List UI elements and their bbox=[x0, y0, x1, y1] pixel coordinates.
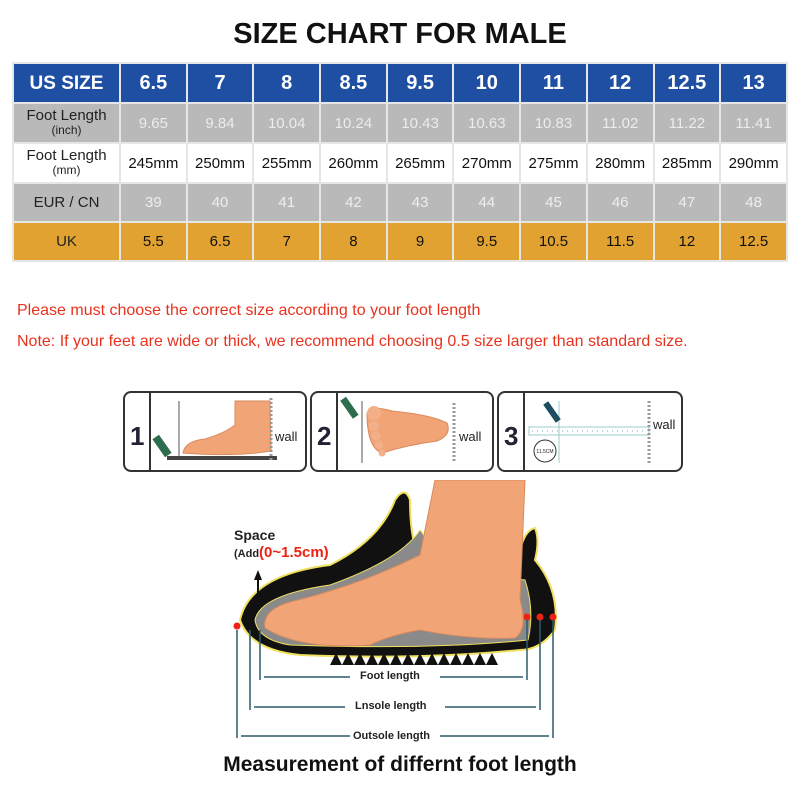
table-cell: 12.5 bbox=[652, 62, 722, 104]
page-title: SIZE CHART FOR MALE bbox=[233, 18, 567, 50]
table-cell: 6.5 bbox=[185, 221, 255, 262]
wide-feet-note: Note: If your feet are wide or thick, we… bbox=[17, 333, 688, 350]
svg-text:1: 1 bbox=[130, 421, 144, 451]
table-cell: 11 bbox=[519, 62, 588, 104]
row-label: Foot Length (inch) bbox=[12, 102, 121, 144]
table-cell: 10.63 bbox=[452, 102, 522, 144]
row-unit: (mm) bbox=[52, 163, 81, 177]
header-row: US SIZE 6.5 7 8 8.5 9.5 10 11 12 12.5 13 bbox=[12, 62, 788, 104]
svg-text:wall: wall bbox=[652, 417, 676, 432]
table-cell: 6.5 bbox=[119, 62, 188, 104]
svg-text:wall: wall bbox=[274, 429, 298, 444]
shoe-measurement-illustration bbox=[233, 480, 557, 738]
row-label: EUR / CN bbox=[12, 182, 121, 223]
table-cell: 10.5 bbox=[519, 221, 588, 262]
table-cell: 5.5 bbox=[119, 221, 188, 262]
space-range: (0~1.5cm) bbox=[259, 544, 329, 561]
row-label: Foot Length (mm) bbox=[12, 142, 121, 184]
table-cell: 9 bbox=[385, 221, 455, 262]
table-cell: 7 bbox=[185, 62, 255, 104]
table-cell: 11.22 bbox=[652, 102, 722, 144]
table-cell: 270mm bbox=[452, 142, 522, 184]
svg-text:3: 3 bbox=[504, 421, 518, 451]
table-row: EUR / CN 39 40 41 42 43 44 45 46 47 48 bbox=[12, 182, 788, 223]
row-unit: (inch) bbox=[51, 123, 82, 137]
table-cell: 280mm bbox=[585, 142, 655, 184]
table-cell: 245mm bbox=[119, 142, 188, 184]
table-cell: 11.02 bbox=[585, 102, 655, 144]
table-cell: 10.24 bbox=[319, 102, 388, 144]
step-2-foot-top-view-illustration: 2 wall bbox=[317, 393, 482, 470]
size-note: Please must choose the correct size acco… bbox=[17, 302, 481, 319]
table-cell: 8.5 bbox=[319, 62, 388, 104]
table-cell: 285mm bbox=[652, 142, 722, 184]
step-1-panel: 1 wall bbox=[123, 391, 307, 472]
table-row: Foot Length (mm) 245mm 250mm 255mm 260mm 265mm… bbox=[12, 142, 788, 184]
table-cell: 8 bbox=[252, 62, 322, 104]
table-cell: 45 bbox=[519, 182, 588, 223]
table-row: Foot Length (inch) 9.65 9.84 10.04 10.24 10.43… bbox=[12, 102, 788, 144]
diagram-caption: Measurement of differnt foot length bbox=[223, 753, 577, 776]
table-cell: 12 bbox=[652, 221, 722, 262]
table-cell: 260mm bbox=[319, 142, 388, 184]
table-cell: 42 bbox=[319, 182, 388, 223]
svg-text:11.5CM: 11.5CM bbox=[536, 449, 553, 455]
table-cell: 11.41 bbox=[719, 102, 788, 144]
row-label-text: Foot Length bbox=[26, 107, 107, 124]
row-label-text: US SIZE bbox=[29, 72, 104, 94]
table-cell: 7 bbox=[252, 221, 322, 262]
row-label-text: EUR / CN bbox=[33, 194, 100, 211]
insole-length-label: Lnsole length bbox=[355, 700, 427, 712]
add-prefix: (Add bbox=[234, 548, 260, 560]
row-label-text: Foot Length bbox=[26, 147, 107, 164]
table-cell: 290mm bbox=[719, 142, 788, 184]
table-cell: 255mm bbox=[252, 142, 322, 184]
table-cell: 10 bbox=[452, 62, 522, 104]
table-cell: 8 bbox=[319, 221, 388, 262]
table-cell: 10.43 bbox=[385, 102, 455, 144]
table-cell: 11.5 bbox=[585, 221, 655, 262]
table-cell: 40 bbox=[185, 182, 255, 223]
table-cell: 13 bbox=[719, 62, 788, 104]
table-cell: 9.5 bbox=[452, 221, 522, 262]
row-label: UK bbox=[12, 221, 121, 262]
table-cell: 265mm bbox=[385, 142, 455, 184]
table-cell: 9.65 bbox=[119, 102, 188, 144]
outsole-length-label: Outsole length bbox=[353, 730, 430, 742]
table-cell: 46 bbox=[585, 182, 655, 223]
table-cell: 43 bbox=[385, 182, 455, 223]
size-chart-table: US SIZE 6.5 7 8 8.5 9.5 10 11 12 12.5 13 Foot Lengt… bbox=[12, 62, 788, 262]
space-label: Space bbox=[234, 527, 276, 543]
svg-text:wall: wall bbox=[458, 429, 482, 444]
step-3-panel: 3 11.5CM wall bbox=[497, 391, 683, 472]
table-cell: 250mm bbox=[185, 142, 255, 184]
table-row: UK 5.5 6.5 7 8 9 9.5 10.5 11.5 12 12.5 bbox=[12, 221, 788, 262]
table-cell: 48 bbox=[719, 182, 788, 223]
table-cell: 10.83 bbox=[519, 102, 588, 144]
row-label: US SIZE bbox=[12, 62, 121, 104]
table-cell: 12 bbox=[585, 62, 655, 104]
add-label: (Add(0~1.5cm) bbox=[234, 544, 329, 561]
svg-text:2: 2 bbox=[317, 421, 331, 451]
step-1-foot-on-floor-illustration: 1 wall bbox=[130, 393, 298, 470]
table-cell: 47 bbox=[652, 182, 722, 223]
table-cell: 44 bbox=[452, 182, 522, 223]
table-cell: 275mm bbox=[519, 142, 588, 184]
table-cell: 39 bbox=[119, 182, 188, 223]
step-2-panel: 2 wall bbox=[310, 391, 494, 472]
table-cell: 9.5 bbox=[385, 62, 455, 104]
step-3-ruler-illustration: 3 11.5CM wall bbox=[504, 393, 676, 470]
row-label-text: UK bbox=[56, 233, 77, 250]
table-cell: 12.5 bbox=[719, 221, 788, 262]
foot-length-label: Foot length bbox=[360, 670, 420, 682]
table-cell: 41 bbox=[252, 182, 322, 223]
table-cell: 9.84 bbox=[185, 102, 255, 144]
table-cell: 10.04 bbox=[252, 102, 322, 144]
